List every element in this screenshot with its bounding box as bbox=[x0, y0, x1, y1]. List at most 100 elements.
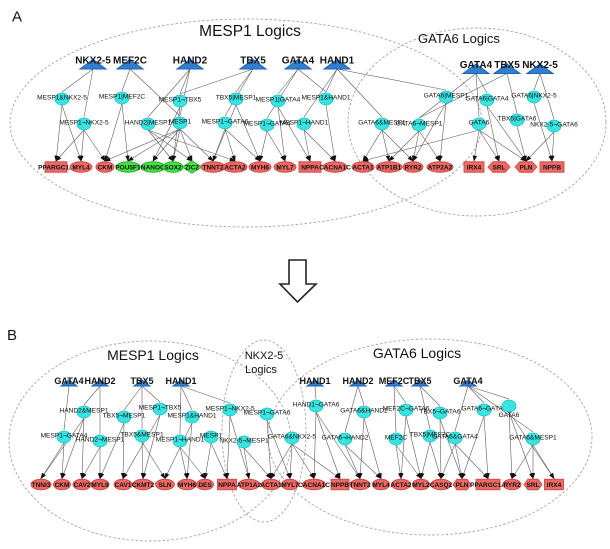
svg-text:HAND2: HAND2 bbox=[84, 376, 115, 386]
svg-text:TNNT2: TNNT2 bbox=[350, 482, 371, 489]
svg-text:CAV1: CAV1 bbox=[115, 482, 132, 489]
svg-text:GATA6&GATA4: GATA6&GATA4 bbox=[432, 434, 478, 441]
svg-text:MEF2C: MEF2C bbox=[113, 56, 147, 67]
svg-text:ACTA2: ACTA2 bbox=[390, 482, 412, 489]
svg-text:PLN: PLN bbox=[520, 164, 533, 171]
svg-text:PLN: PLN bbox=[456, 482, 469, 489]
svg-text:MYL2: MYL2 bbox=[412, 482, 430, 489]
svg-text:TBX5: TBX5 bbox=[408, 376, 431, 386]
svg-text:A: A bbox=[12, 9, 22, 26]
svg-text:ZIC2: ZIC2 bbox=[185, 164, 199, 171]
svg-text:POU5F1: POU5F1 bbox=[115, 164, 141, 171]
svg-text:MEF2C¬GATA6: MEF2C¬GATA6 bbox=[383, 406, 430, 413]
svg-text:GATA4: GATA4 bbox=[453, 376, 482, 386]
svg-text:ACTA1: ACTA1 bbox=[260, 482, 282, 489]
svg-text:TBX5|MESP1: TBX5|MESP1 bbox=[216, 95, 257, 102]
svg-text:NPPA: NPPA bbox=[218, 482, 236, 489]
svg-text:ACTA1: ACTA1 bbox=[352, 164, 374, 171]
svg-text:CAV2: CAV2 bbox=[74, 482, 91, 489]
svg-text:HAND1¬GATA6: HAND1¬GATA6 bbox=[293, 402, 340, 409]
svg-text:ACTA2: ACTA2 bbox=[224, 164, 246, 171]
svg-text:MYL7: MYL7 bbox=[276, 164, 294, 171]
svg-text:TBX5|MEF2C: TBX5|MEF2C bbox=[410, 432, 451, 439]
svg-text:NKX2-5: NKX2-5 bbox=[75, 56, 111, 67]
svg-text:TBX5: TBX5 bbox=[240, 56, 266, 67]
svg-text:GATA6&MESP1: GATA6&MESP1 bbox=[358, 120, 406, 127]
svg-text:MESP1: MESP1 bbox=[200, 433, 223, 440]
svg-text:MESP1¬NKX2-5: MESP1¬NKX2-5 bbox=[59, 120, 109, 127]
svg-text:MESP1: MESP1 bbox=[169, 119, 192, 126]
svg-text:NPPB: NPPB bbox=[331, 482, 349, 489]
svg-text:MESP1 Logics: MESP1 Logics bbox=[107, 347, 199, 363]
svg-text:CKM: CKM bbox=[98, 164, 113, 171]
svg-text:GATA6&NKX2-5: GATA6&NKX2-5 bbox=[268, 434, 316, 441]
svg-text:TBX5: TBX5 bbox=[130, 376, 153, 386]
svg-text:MESP1¬TBX5: MESP1¬TBX5 bbox=[139, 405, 182, 412]
svg-text:B: B bbox=[7, 327, 17, 344]
svg-text:NKX2-5¬MESP1: NKX2-5¬MESP1 bbox=[219, 438, 269, 445]
svg-text:NPPA: NPPA bbox=[301, 164, 319, 171]
svg-text:PPARGC1A: PPARGC1A bbox=[38, 164, 74, 171]
svg-text:HAND2|MESP1: HAND2|MESP1 bbox=[125, 120, 172, 127]
svg-text:GATA6: GATA6 bbox=[469, 120, 490, 127]
svg-text:TBX5: TBX5 bbox=[494, 60, 520, 71]
svg-text:HAND2¬MESP1: HAND2¬MESP1 bbox=[76, 437, 125, 444]
svg-text:MEF2C: MEF2C bbox=[379, 376, 410, 386]
svg-text:CKM: CKM bbox=[55, 482, 70, 489]
svg-text:GATA6 Logics: GATA6 Logics bbox=[373, 345, 461, 361]
svg-text:IRX4: IRX4 bbox=[467, 164, 482, 171]
svg-text:MESP1¬GATA4: MESP1¬GATA4 bbox=[41, 433, 88, 440]
svg-text:HAND2: HAND2 bbox=[342, 376, 373, 386]
svg-text:CKMT2: CKMT2 bbox=[132, 482, 155, 489]
svg-text:CASQ2: CASQ2 bbox=[430, 482, 453, 489]
svg-text:CACNA1C: CACNA1C bbox=[298, 482, 330, 489]
svg-text:NANOG: NANOG bbox=[141, 164, 165, 171]
svg-text:RYR2: RYR2 bbox=[404, 164, 421, 171]
svg-text:MESP1¬GATA4: MESP1¬GATA4 bbox=[244, 121, 291, 128]
svg-text:NKX2-5: NKX2-5 bbox=[522, 60, 558, 71]
svg-text:MESP1&HAND1: MESP1&HAND1 bbox=[167, 413, 216, 420]
svg-text:MYH6: MYH6 bbox=[178, 482, 196, 489]
svg-text:MESP1¬GATA6: MESP1¬GATA6 bbox=[244, 410, 291, 417]
svg-text:MYL4: MYL4 bbox=[72, 164, 90, 171]
svg-text:SLN: SLN bbox=[159, 482, 172, 489]
svg-text:HAND2: HAND2 bbox=[173, 56, 208, 67]
svg-text:Logics: Logics bbox=[245, 364, 277, 376]
svg-text:PPARGC1A: PPARGC1A bbox=[470, 482, 506, 489]
svg-text:MESP1 Logics: MESP1 Logics bbox=[199, 23, 301, 40]
svg-text:SRL: SRL bbox=[527, 482, 540, 489]
svg-text:ATP1B1: ATP1B1 bbox=[377, 164, 402, 171]
svg-text:CACNA1C: CACNA1C bbox=[319, 164, 351, 171]
svg-text:MYL4: MYL4 bbox=[372, 482, 390, 489]
svg-text:TBX5&MESP1: TBX5&MESP1 bbox=[120, 432, 164, 439]
svg-text:SRL: SRL bbox=[493, 164, 506, 171]
svg-text:HAND2&MESP1: HAND2&MESP1 bbox=[59, 408, 108, 415]
svg-text:GATA6¬HAND2: GATA6¬HAND2 bbox=[322, 435, 369, 442]
svg-text:MYL7: MYL7 bbox=[281, 482, 299, 489]
svg-text:ATP1A2: ATP1A2 bbox=[237, 482, 262, 489]
svg-text:HAND1: HAND1 bbox=[165, 376, 196, 386]
svg-text:HAND1: HAND1 bbox=[320, 56, 355, 67]
svg-text:GATA4: GATA4 bbox=[54, 376, 83, 386]
svg-text:GATA6 Logics: GATA6 Logics bbox=[418, 31, 500, 46]
svg-text:TBX5|GATA6: TBX5|GATA6 bbox=[498, 116, 537, 123]
svg-text:MYL9: MYL9 bbox=[91, 482, 109, 489]
svg-text:MESP1|MEF2C: MESP1|MEF2C bbox=[99, 94, 146, 101]
svg-text:GATA6|NKX2-5: GATA6|NKX2-5 bbox=[511, 93, 557, 100]
svg-text:GATA6¬MESP1: GATA6¬MESP1 bbox=[396, 121, 443, 128]
svg-text:TNNT2: TNNT2 bbox=[203, 164, 224, 171]
svg-text:MYH6: MYH6 bbox=[251, 164, 269, 171]
svg-text:MESP1&HAND1: MESP1&HAND1 bbox=[301, 95, 350, 102]
svg-text:MESP1&NKX2-5: MESP1&NKX2-5 bbox=[37, 95, 87, 102]
svg-text:DES: DES bbox=[198, 482, 212, 489]
svg-text:NPPB: NPPB bbox=[543, 164, 561, 171]
svg-text:GATA6&HAND2: GATA6&HAND2 bbox=[340, 408, 388, 415]
svg-text:MESP1¬GATA6: MESP1¬GATA6 bbox=[202, 119, 249, 126]
svg-text:GATA6¬GATA4: GATA6¬GATA4 bbox=[461, 406, 506, 413]
svg-text:GATA6&MESP1: GATA6&MESP1 bbox=[509, 435, 557, 442]
svg-text:GATA6|GATA4: GATA6|GATA4 bbox=[466, 96, 509, 103]
svg-text:HAND1: HAND1 bbox=[299, 376, 330, 386]
svg-text:GATA6|MESP1: GATA6|MESP1 bbox=[424, 93, 469, 100]
svg-text:MESP1¬HAND1: MESP1¬HAND1 bbox=[156, 437, 205, 444]
svg-text:NKX2-5: NKX2-5 bbox=[245, 350, 284, 362]
